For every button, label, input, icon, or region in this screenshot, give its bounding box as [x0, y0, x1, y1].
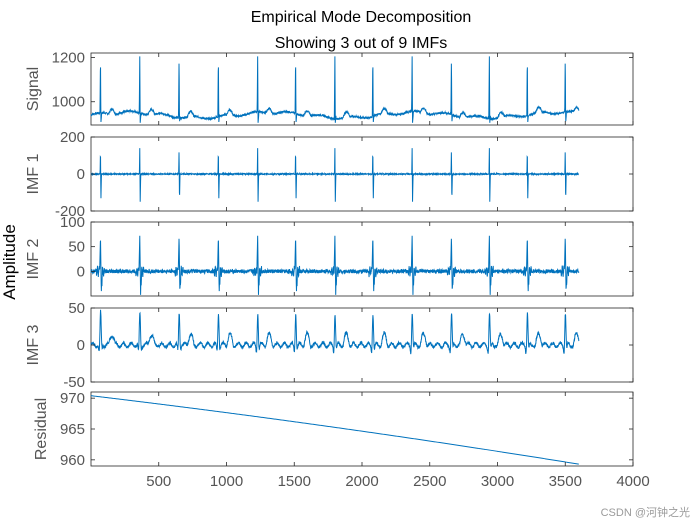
panel-imf-1: -200 0 200 IMF 1: [25, 129, 634, 220]
x-tick-label: 2500: [413, 473, 446, 490]
y-tick-label: -200: [55, 203, 85, 220]
panels-group: 1000 1200 Signal -200 0 200 IMF 1 0 50 100 IMF 2 -5…: [25, 49, 650, 490]
y-tick-label: 100: [60, 214, 85, 231]
y-tick-label: 960: [60, 452, 85, 469]
chart-title: Empirical Mode Decomposition: [251, 9, 472, 26]
x-tick-label: 4000: [616, 473, 649, 490]
watermark: CSDN @河钟之光: [601, 505, 690, 519]
y-tick-label: -50: [63, 374, 85, 391]
panel-ylabel: IMF 1: [25, 153, 42, 194]
x-tick-label: 3000: [481, 473, 514, 490]
y-axis-label: Amplitude: [0, 224, 19, 300]
panel-ylabel: Signal: [25, 67, 42, 111]
panel-ylabel: IMF 3: [25, 324, 42, 365]
panel-axes-box: [90, 391, 634, 467]
y-tick-label: 50: [68, 239, 85, 256]
series-line-1: [90, 148, 580, 202]
chart-subtitle: Showing 3 out of 9 IMFs: [275, 35, 448, 52]
y-tick-label: 0: [77, 166, 85, 183]
y-tick-label: 50: [68, 300, 85, 317]
x-tick-label: 1500: [278, 473, 311, 490]
panel-signal: 1000 1200 Signal: [25, 49, 634, 126]
x-tick-label: 1000: [210, 473, 243, 490]
panel-axes-box: [90, 221, 634, 297]
panel-imf-2: 0 50 100 IMF 2: [25, 214, 634, 297]
panel-imf-3: -50 0 50 IMF 3: [25, 300, 634, 391]
x-tick-label: 2000: [345, 473, 378, 490]
series-line-4: [90, 395, 579, 465]
panel-residual: 960 965 970 Residual 500 1000 1500 2000 2500 3000…: [33, 390, 650, 490]
y-tick-label: 200: [60, 129, 85, 146]
panel-ylabel: IMF 2: [25, 238, 42, 279]
y-tick-label: 1000: [52, 94, 85, 111]
series-line-3: [90, 309, 580, 355]
y-tick-label: 965: [60, 421, 85, 438]
y-tick-label: 0: [77, 337, 85, 354]
series-line-0: [90, 56, 580, 123]
x-tick-label: 3500: [549, 473, 582, 490]
series-line-2: [90, 235, 580, 295]
y-tick-label: 1200: [52, 49, 85, 66]
x-tick-label: 500: [146, 473, 171, 490]
y-tick-label: 970: [60, 390, 85, 407]
panel-ylabel: Residual: [33, 398, 50, 460]
y-tick-label: 0: [77, 263, 85, 280]
